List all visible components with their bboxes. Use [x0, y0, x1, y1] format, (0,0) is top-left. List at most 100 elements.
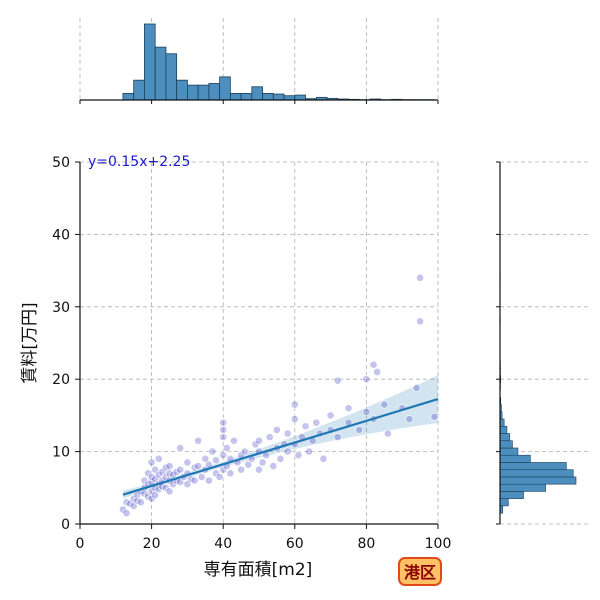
- scatter-point: [190, 476, 199, 485]
- axes-layer: 0 20 40 60 80 100 0 10 20 30 40 50: [52, 155, 451, 552]
- scatter-point: [355, 425, 364, 434]
- scatter-point: [255, 465, 263, 474]
- scatter-point: [215, 473, 224, 481]
- scatter-point: [333, 376, 342, 385]
- scatter-point: [219, 418, 228, 427]
- scatter-point: [294, 451, 303, 460]
- scatter-point: [136, 498, 145, 507]
- y-histogram-bar: [499, 418, 505, 427]
- scatter-point: [290, 400, 299, 409]
- scatter-point: [165, 487, 174, 496]
- x-tick-label: 100: [425, 536, 452, 552]
- y-histogram-bar: [499, 498, 509, 507]
- scatter-point: [122, 509, 131, 518]
- right-histogram: [496, 161, 577, 525]
- scatter-point: [237, 465, 245, 474]
- y-tick-label: 50: [52, 155, 70, 171]
- scatter-point: [219, 433, 228, 442]
- y-histogram-bar: [499, 491, 524, 499]
- scatter-point: [276, 454, 285, 463]
- y-histogram-bar: [499, 454, 531, 463]
- y-tick-label: 40: [52, 227, 70, 243]
- scatter-point: [283, 429, 292, 438]
- x-histogram-bar: [165, 53, 178, 101]
- x-histogram-bar: [133, 79, 145, 101]
- scatter-point: [362, 407, 371, 416]
- confidence-band-layer: [123, 375, 438, 499]
- scatter-point: [219, 425, 228, 434]
- scatter-point: [176, 444, 185, 452]
- scatter-point: [301, 422, 310, 431]
- scatter-point: [201, 454, 210, 463]
- y-tick-label: 30: [52, 300, 70, 316]
- regression-line: [122, 398, 439, 496]
- scatter-point: [344, 404, 353, 413]
- scatter-point: [183, 458, 192, 467]
- x-tick-label: 80: [357, 536, 375, 552]
- regression-line-layer: [122, 398, 439, 496]
- scatter-point: [369, 360, 378, 369]
- scatter-point: [194, 436, 203, 445]
- x-histogram-bar: [208, 83, 221, 101]
- scatter-point: [226, 469, 235, 478]
- top-histogram: [79, 23, 439, 104]
- x-tick-label: 0: [76, 536, 85, 552]
- x-histogram-bar: [122, 92, 135, 101]
- y-histogram-bar: [499, 469, 574, 478]
- scatter-point: [258, 458, 267, 467]
- scatter-point: [412, 383, 421, 392]
- scatter-point: [305, 447, 314, 456]
- scatter-point: [373, 368, 382, 376]
- scatter-point: [312, 418, 321, 427]
- y-tick-label: 10: [52, 445, 70, 461]
- scatter-point: [430, 412, 439, 421]
- x-histogram-bar: [197, 84, 210, 101]
- y-histogram-bar: [499, 425, 508, 434]
- ward-badge-label: 港区: [404, 563, 436, 582]
- y-tick-label: 20: [52, 372, 70, 388]
- scatter-point: [362, 375, 371, 384]
- scatter-point: [194, 462, 203, 470]
- y-histogram-bar: [499, 462, 567, 470]
- x-histogram-bar: [219, 76, 231, 101]
- y-histogram-bar: [499, 433, 510, 442]
- ward-badge-box: [398, 557, 442, 586]
- x-histogram-bar: [176, 79, 188, 101]
- scatter-point: [154, 454, 163, 463]
- scatter-point: [416, 273, 424, 282]
- scatter-point: [151, 491, 160, 499]
- x-histogram-bar: [283, 95, 296, 101]
- scatter-point: [147, 458, 156, 467]
- x-histogram-bar: [272, 93, 285, 101]
- scatter-point: [272, 425, 281, 434]
- x-histogram-bar: [229, 92, 242, 101]
- scatter-point: [197, 473, 206, 481]
- scatter-point: [319, 454, 328, 463]
- y-histogram-bar: [499, 476, 577, 485]
- x-histogram-bar: [240, 92, 253, 101]
- y-histogram-bar: [499, 447, 519, 456]
- scatter-point: [405, 415, 414, 423]
- scatter-point: [416, 317, 424, 326]
- x-histogram-bar: [154, 46, 167, 101]
- x-histogram-bar: [262, 92, 274, 101]
- scatter-point: [326, 411, 335, 420]
- scatter-point: [165, 462, 174, 470]
- scatter-point: [212, 456, 220, 465]
- regression-equation-label: y=0.15x+2.25: [88, 154, 190, 170]
- x-histogram-bar: [144, 23, 156, 101]
- x-tick-label: 60: [286, 536, 304, 552]
- scatter-point: [176, 465, 185, 474]
- ward-badge: 港区: [398, 557, 442, 586]
- x-histogram-bar: [186, 84, 199, 101]
- x-histogram-bar: [294, 94, 306, 101]
- scatter-point: [269, 462, 278, 470]
- scatter-point: [333, 433, 342, 442]
- scatter-point: [230, 436, 238, 445]
- scatter-point: [204, 476, 213, 485]
- scatter-point: [219, 451, 228, 460]
- scatter-point: [290, 415, 299, 423]
- scatter-point: [265, 433, 274, 442]
